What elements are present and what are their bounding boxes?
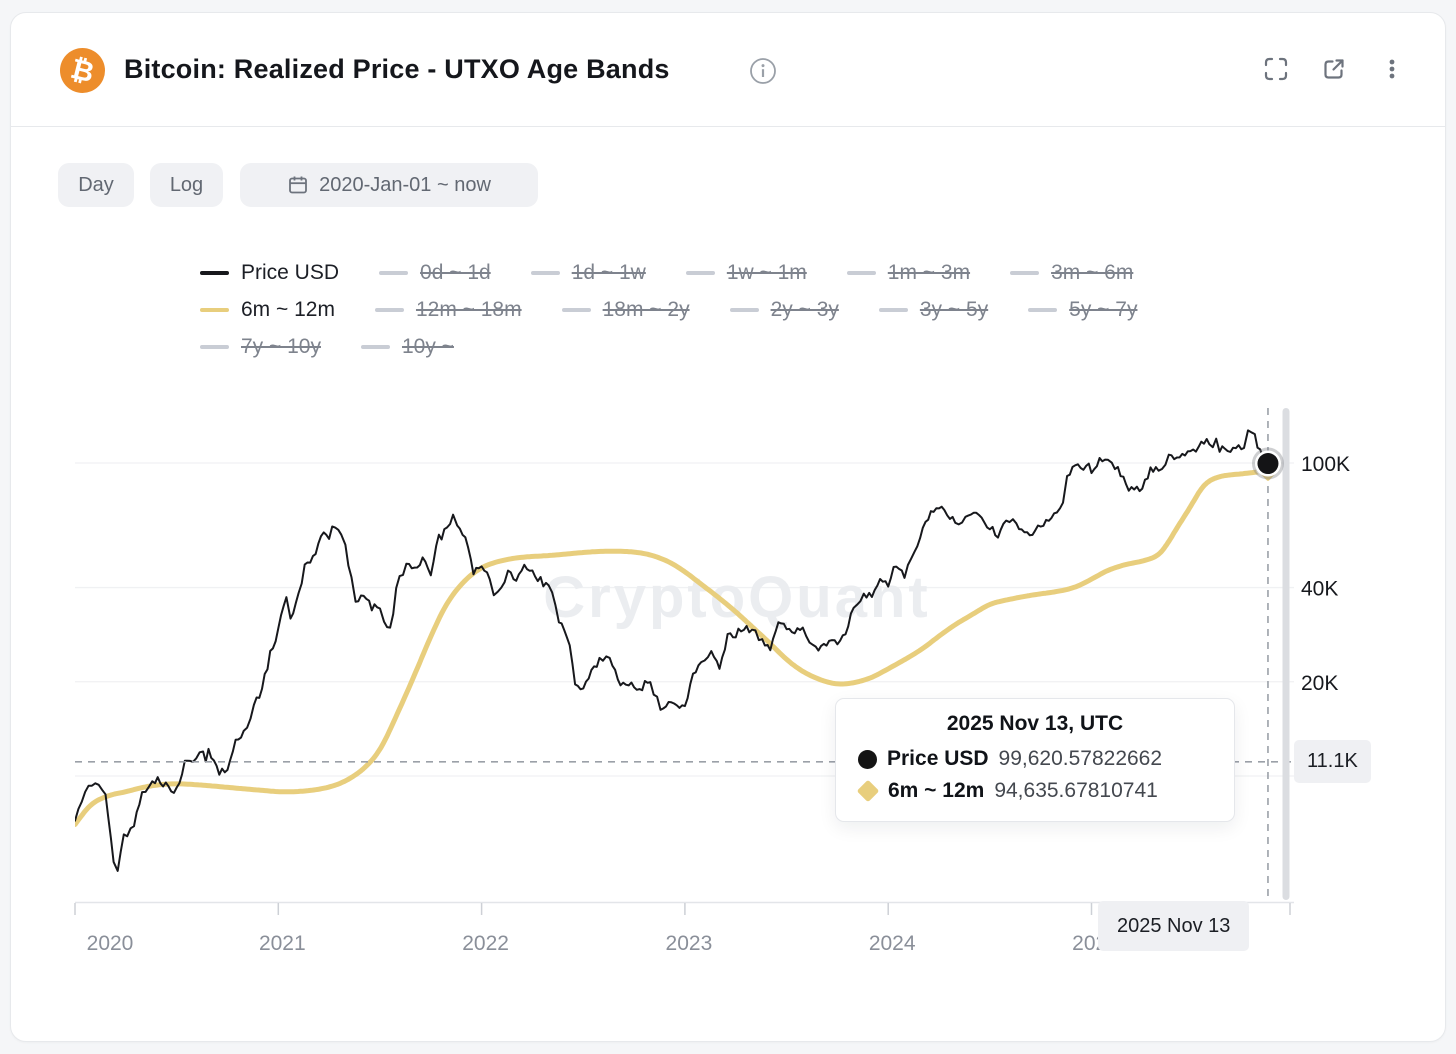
legend-label: Price USD <box>241 261 340 284</box>
chart-scrollbar[interactable] <box>1282 408 1290 900</box>
legend-label: 5y ~ 7y <box>1069 298 1138 321</box>
legend-swatch <box>200 308 229 312</box>
legend-swatch <box>561 308 591 312</box>
legend-item-3y-5y[interactable]: 3y ~ 5y <box>878 298 989 322</box>
legend-item-3m-6m[interactable]: 3m ~ 6m <box>1010 261 1133 285</box>
interval-button[interactable]: Day <box>58 163 134 207</box>
x-axis-label: 2022 <box>462 932 509 955</box>
date-range-label: 2020-Jan-01 ~ now <box>319 173 491 196</box>
open-external-icon[interactable] <box>1320 55 1348 83</box>
legend-label: 18m ~ 2y <box>602 298 690 321</box>
legend-item-12m-18m[interactable]: 12m ~ 18m <box>374 298 522 322</box>
legend-item-2y-3y[interactable]: 2y ~ 3y <box>729 298 839 322</box>
legend-swatch <box>200 345 229 349</box>
legend-label: 1d ~ 1w <box>571 261 646 284</box>
legend-row: 6m ~ 12m 12m ~ 18m 18m ~ 2y 2y ~ 3y 3y ~ 5y 5… <box>200 298 1285 322</box>
legend-label: 7y ~ 10y <box>241 335 321 358</box>
crosshair-date-badge: 2025 Nov 13 <box>1098 901 1250 951</box>
y-axis-label: 40K <box>1301 578 1338 601</box>
tooltip-row-price: Price USD 99,620.57822662 <box>858 743 1212 775</box>
legend-item-18m-2y[interactable]: 18m ~ 2y <box>561 298 690 322</box>
legend-label: 1m ~ 3m <box>887 261 971 284</box>
legend-swatch <box>878 308 908 312</box>
legend-swatch <box>200 271 229 275</box>
legend-item-1m-3m[interactable]: 1m ~ 3m <box>846 261 971 285</box>
legend-label: 0d ~ 1d <box>420 261 491 284</box>
x-axis-label: 2021 <box>259 932 306 955</box>
legend-item-6m-12m[interactable]: 6m ~ 12m <box>200 298 335 322</box>
legend-swatch <box>530 271 560 275</box>
bitcoin-icon: ₿ <box>60 48 105 93</box>
crosshair <box>75 408 1294 902</box>
legend-label: 2y ~ 3y <box>770 298 839 321</box>
date-range-button[interactable]: 2020-Jan-01 ~ now <box>240 163 538 207</box>
hover-marker <box>1251 447 1284 483</box>
tooltip-date: 2025 Nov 13, UTC <box>946 712 1124 735</box>
header-actions <box>1262 55 1406 83</box>
legend: Price USD 0d ~ 1d 1d ~ 1w 1w ~ 1m 1m ~ 3m 3m … <box>200 261 1285 359</box>
band-6m-12m-line[interactable] <box>75 468 1271 827</box>
band-diamond-icon <box>856 779 880 803</box>
legend-item-5y-7y[interactable]: 5y ~ 7y <box>1028 298 1137 322</box>
legend-swatch <box>360 345 390 349</box>
legend-swatch <box>1028 308 1058 312</box>
legend-item-0d-1d[interactable]: 0d ~ 1d <box>379 261 491 285</box>
page-title: Bitcoin: Realized Price - UTXO Age Bands <box>124 54 670 84</box>
header-divider <box>11 126 1445 127</box>
legend-swatch <box>685 271 715 275</box>
legend-label: 12m ~ 18m <box>415 298 522 321</box>
legend-item-1d-1w[interactable]: 1d ~ 1w <box>530 261 646 285</box>
y-axis-label: 100K <box>1301 453 1350 476</box>
legend-swatch <box>379 271 409 275</box>
watermark: CryptoQuant <box>543 565 930 630</box>
more-menu-icon[interactable] <box>1378 55 1406 83</box>
legend-item-10y[interactable]: 10y ~ <box>360 335 454 359</box>
scale-button[interactable]: Log <box>150 163 223 207</box>
legend-item-price-usd[interactable]: Price USD <box>200 261 339 285</box>
legend-label: 10y ~ <box>401 335 454 358</box>
legend-label: 6m ~ 12m <box>241 298 335 321</box>
info-icon[interactable] <box>749 57 777 85</box>
legend-label: 3m ~ 6m <box>1051 261 1134 284</box>
x-axis-ticks <box>74 903 1291 915</box>
legend-item-7y-10y[interactable]: 7y ~ 10y <box>200 335 321 359</box>
legend-swatch <box>729 308 759 312</box>
legend-item-1w-1m[interactable]: 1w ~ 1m <box>685 261 807 285</box>
price-usd-line[interactable] <box>75 429 1269 872</box>
crosshair-value-badge: 11.1K <box>1294 740 1371 783</box>
legend-row: Price USD 0d ~ 1d 1d ~ 1w 1w ~ 1m 1m ~ 3m 3m … <box>200 261 1285 285</box>
x-axis-label: 2024 <box>869 932 916 955</box>
price-dot-icon <box>858 749 877 769</box>
fullscreen-icon[interactable] <box>1262 55 1290 83</box>
legend-row: 7y ~ 10y 10y ~ <box>200 335 1285 359</box>
x-axis-label: 2020 <box>87 932 134 955</box>
tooltip: 2025 Nov 13, UTC Price USD 99,620.578226… <box>835 698 1235 822</box>
legend-swatch <box>374 308 404 312</box>
legend-label: 1w ~ 1m <box>726 261 807 284</box>
y-axis-label: 20K <box>1301 672 1338 695</box>
legend-swatch <box>1010 271 1040 275</box>
x-axis-label: 2023 <box>666 932 713 955</box>
calendar-icon <box>289 176 307 194</box>
tooltip-row-band: 6m ~ 12m 94,635.67810741 <box>856 775 1212 807</box>
legend-label: 3y ~ 5y <box>919 298 989 321</box>
legend-swatch <box>846 271 876 275</box>
